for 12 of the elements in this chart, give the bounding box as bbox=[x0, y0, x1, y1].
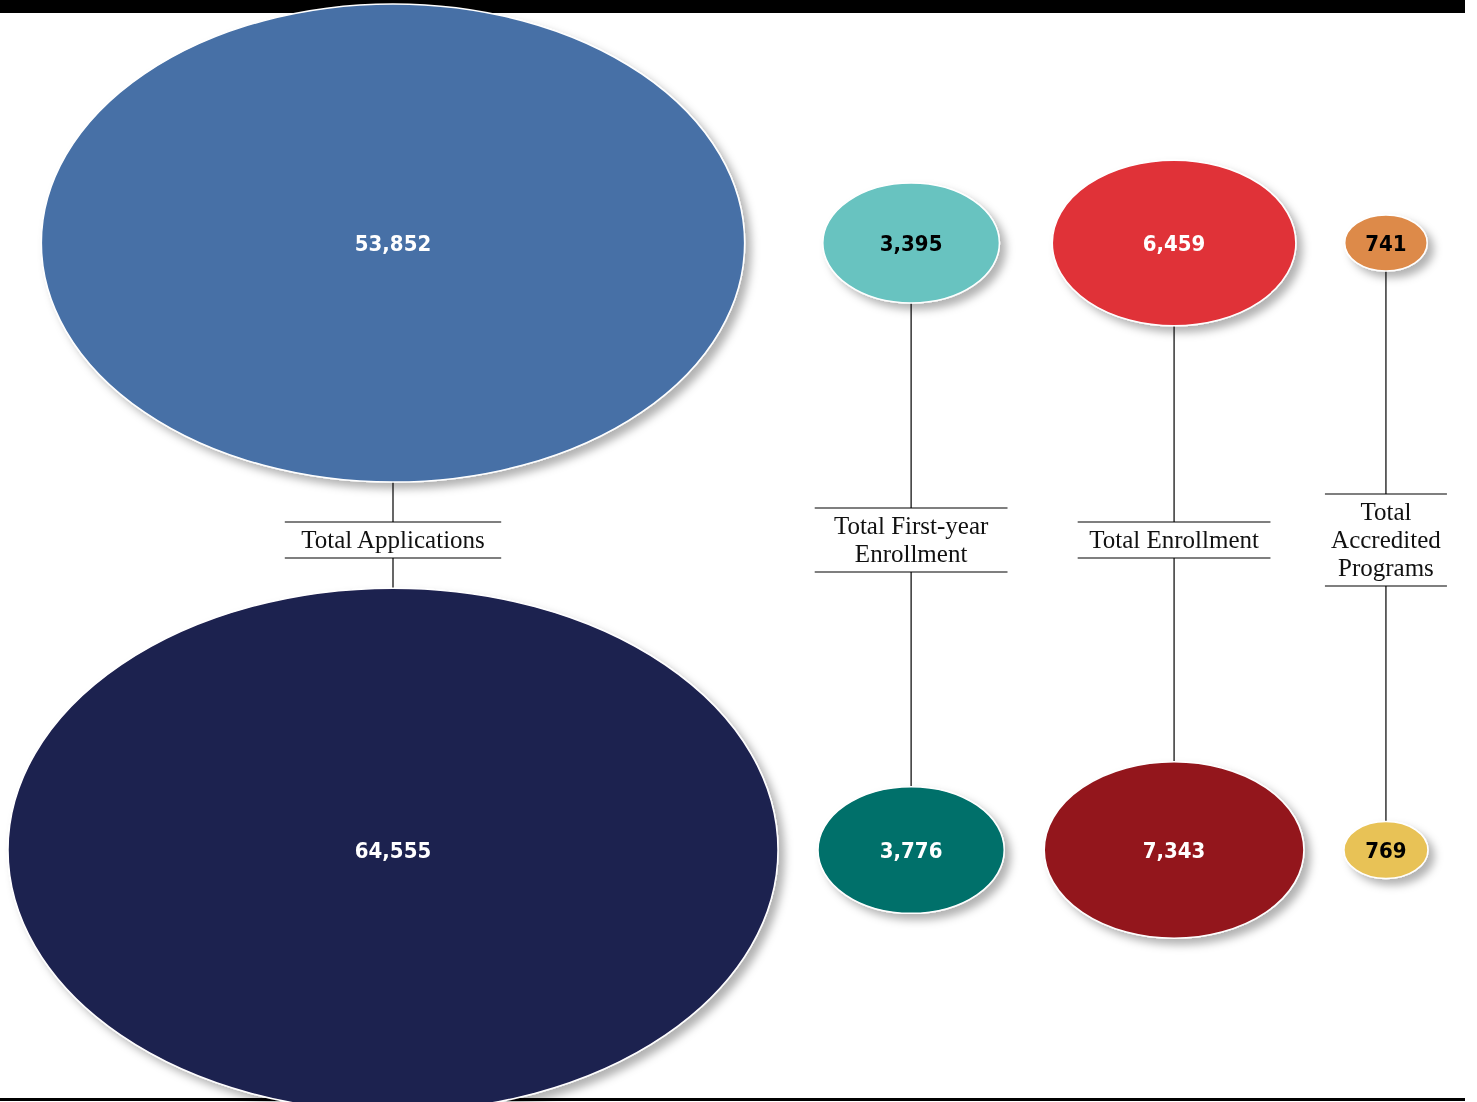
data-label: 6,459 bbox=[1142, 231, 1206, 256]
data-label: 7,343 bbox=[1142, 838, 1206, 863]
data-label: 53,852 bbox=[354, 231, 432, 256]
data-label: 64,555 bbox=[354, 838, 432, 863]
data-label: 3,395 bbox=[879, 231, 943, 256]
data-label: 741 bbox=[1365, 231, 1407, 256]
category-label: Total Enrollment bbox=[1089, 526, 1259, 553]
category-label: Total Accredited Programs bbox=[1331, 498, 1442, 581]
category-label: Total First-year Enrollment bbox=[833, 512, 990, 567]
data-label: 769 bbox=[1365, 838, 1407, 863]
data-label: 3,776 bbox=[879, 838, 943, 863]
category-label: Total Applications bbox=[301, 526, 485, 553]
